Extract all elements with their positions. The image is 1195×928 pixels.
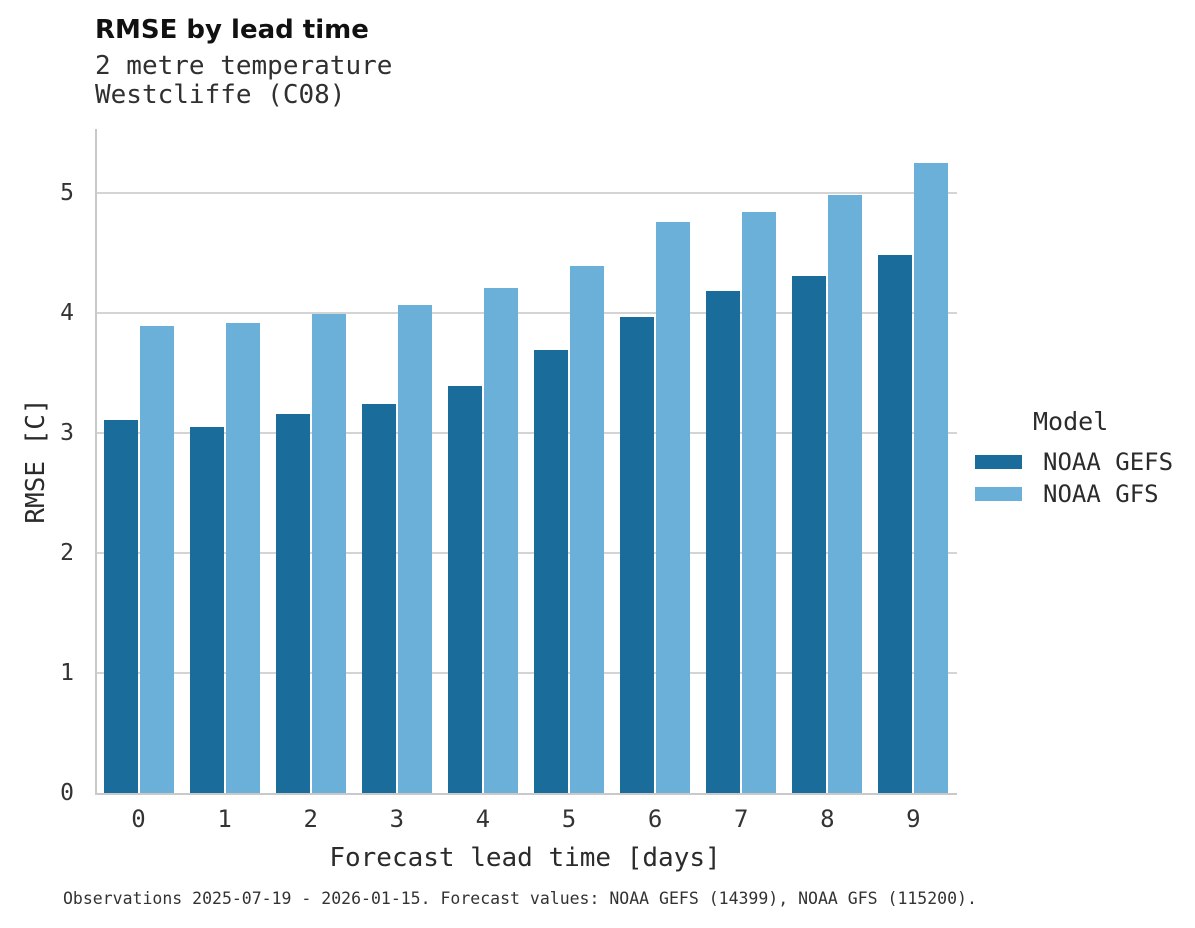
y-tick-label: 3 [60,420,74,446]
gridline [97,672,957,674]
x-tick-label: 1 [217,805,232,833]
x-tick-label: 0 [131,805,146,833]
bar-noaa-gfs [311,314,346,793]
x-axis-title: Forecast lead time [days] [329,843,721,873]
legend-item: NOAA GFS [975,478,1173,510]
caption: Observations 2025-07-19 - 2026-01-15. Fo… [63,889,977,908]
x-tick-label: 8 [820,805,835,833]
bar-noaa-gefs [189,427,224,793]
x-tick-label: 5 [561,805,577,833]
x-tick-label: 2 [303,805,318,833]
gridline [97,312,957,314]
gridline [97,432,957,434]
gridline [97,552,957,554]
chart-title: RMSE by lead time [95,15,369,45]
legend-item-label: NOAA GFS [1043,480,1159,508]
bar-noaa-gefs [361,404,396,793]
bar-noaa-gefs [792,275,827,793]
y-axis-title: RMSE [C] [21,398,51,524]
chart-subtitle-variable: 2 metre temperature [95,51,393,81]
bar-noaa-gfs [742,212,777,793]
bar-noaa-gfs [483,287,518,793]
bar-noaa-gfs [570,266,604,793]
bar-noaa-gfs [397,304,432,793]
y-tick-label: 1 [60,660,74,686]
bar-noaa-gefs [275,413,310,793]
legend: Model NOAA GEFS NOAA GFS [975,406,1173,510]
bar-noaa-gfs [656,221,691,793]
bar-noaa-gfs [828,195,863,793]
bar-noaa-gefs [534,350,568,793]
x-tick-label: 4 [475,805,491,833]
x-tick-label: 9 [906,805,921,833]
y-tick-label: 0 [60,780,74,806]
plot-area: 0 1 2 3 4 5 0 1 2 3 4 5 6 7 8 9 [60,129,957,833]
x-tick-label: 3 [389,805,405,833]
bar-noaa-gefs [706,291,741,793]
y-tick-label: 5 [60,180,74,206]
bar-noaa-gefs [878,255,913,793]
bar-noaa-gfs [139,326,174,793]
bar-noaa-gfs [914,163,949,793]
legend-item-label: NOAA GEFS [1043,448,1174,476]
bar-noaa-gefs [447,386,482,793]
chart-subtitle-location: Westcliffe (C08) [95,80,346,110]
legend-swatch-noaa-gefs [975,455,1022,469]
legend-swatch-noaa-gfs [975,487,1022,501]
y-tick-label: 4 [60,300,74,326]
bar-noaa-gefs [103,419,138,793]
legend-title: Model [1033,407,1109,436]
y-tick-label: 2 [60,540,74,566]
x-tick-label: 6 [647,805,663,833]
x-tick-label: 7 [733,805,749,833]
gridline [97,192,957,194]
legend-item: NOAA GEFS [975,446,1173,478]
bar-noaa-gefs [620,316,655,793]
bar-noaa-gfs [225,322,260,793]
